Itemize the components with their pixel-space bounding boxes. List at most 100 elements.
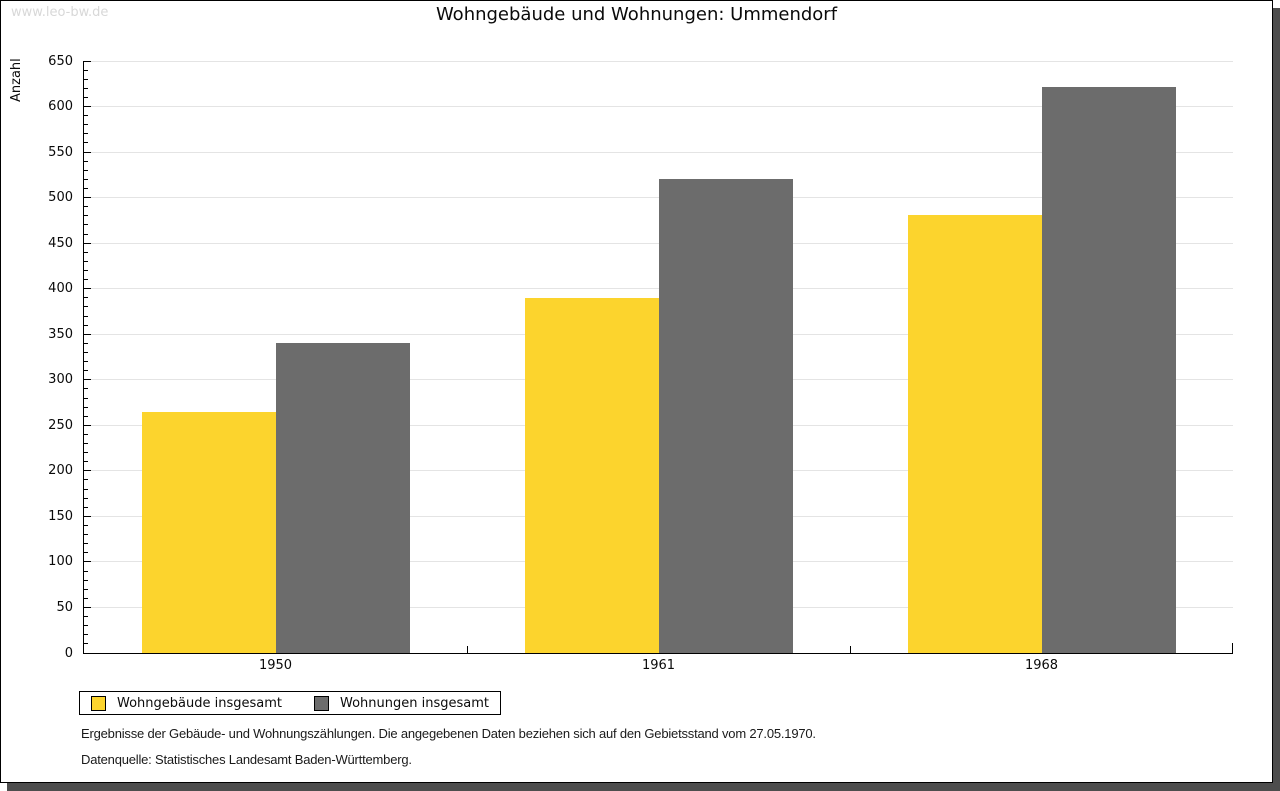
y-minor-tick <box>84 279 88 281</box>
legend-swatch-wohngebaeude <box>91 695 106 711</box>
y-minor-tick <box>84 69 88 71</box>
x-category-label-1950: 1950 <box>258 658 293 673</box>
y-minor-tick <box>84 406 88 408</box>
y-minor-tick <box>84 96 88 98</box>
bar-1968-series0 <box>907 214 1042 653</box>
y-minor-tick <box>84 370 88 372</box>
y-minor-tick <box>84 488 88 490</box>
y-major-tick-300 <box>84 379 91 381</box>
y-major-tick-200 <box>84 470 91 472</box>
legend: Wohngebäude insgesamt Wohnungen insgesam… <box>79 691 501 715</box>
y-axis-title: Anzahl <box>9 58 24 102</box>
y-minor-tick <box>84 306 88 308</box>
y-minor-tick <box>84 297 88 299</box>
y-minor-tick <box>84 224 88 226</box>
y-tick-label-300: 300 <box>48 372 73 388</box>
legend-item-wohnungen: Wohnungen insgesamt <box>314 695 489 711</box>
y-minor-tick <box>84 479 88 481</box>
y-major-tick-350 <box>84 333 91 335</box>
y-minor-tick <box>84 506 88 508</box>
x-category-label-1961: 1961 <box>641 658 676 673</box>
y-minor-tick <box>84 570 88 572</box>
watermark: www.leo-bw.de <box>11 5 109 20</box>
bar-1950-series1 <box>275 343 410 653</box>
bar-1961-series1 <box>658 179 793 653</box>
y-minor-tick <box>84 142 88 144</box>
y-minor-tick <box>84 215 88 217</box>
y-minor-tick <box>84 497 88 499</box>
y-major-tick-600 <box>84 106 91 108</box>
y-minor-tick <box>84 188 88 190</box>
y-minor-tick <box>84 433 88 435</box>
y-minor-tick <box>84 588 88 590</box>
legend-label-wohngebaeude: Wohngebäude insgesamt <box>117 695 282 711</box>
y-major-tick-400 <box>84 288 91 290</box>
y-minor-tick <box>84 543 88 545</box>
legend-swatch-wohnungen <box>314 695 329 711</box>
y-minor-tick <box>84 206 88 208</box>
y-tick-label-0: 0 <box>64 645 73 661</box>
y-minor-tick <box>84 260 88 262</box>
y-major-tick-250 <box>84 424 91 426</box>
y-minor-tick <box>84 397 88 399</box>
y-minor-tick <box>84 443 88 445</box>
y-tick-label-200: 200 <box>48 463 73 479</box>
legend-item-wohngebaeude: Wohngebäude insgesamt <box>91 695 282 711</box>
footnote-gebietsstand: Ergebnisse der Gebäude- und Wohnungszähl… <box>81 726 816 741</box>
y-minor-tick <box>84 579 88 581</box>
gridline-650 <box>84 60 1233 62</box>
y-tick-label-150: 150 <box>48 508 73 524</box>
y-tick-label-50: 50 <box>56 599 73 615</box>
y-minor-tick <box>84 351 88 353</box>
y-minor-tick <box>84 87 88 89</box>
y-minor-tick <box>84 597 88 599</box>
y-major-tick-450 <box>84 242 91 244</box>
bar-1950-series0 <box>141 411 276 653</box>
y-tick-label-100: 100 <box>48 554 73 570</box>
y-major-tick-150 <box>84 515 91 517</box>
y-major-tick-650 <box>84 60 91 62</box>
chart-title: Wohngebäude und Wohnungen: Ummendorf <box>435 4 838 25</box>
x-boundary-tick-2 <box>850 646 851 653</box>
y-tick-label-650: 650 <box>48 53 73 69</box>
y-minor-tick <box>84 616 88 618</box>
y-minor-tick <box>84 115 88 117</box>
y-minor-tick <box>84 251 88 253</box>
y-minor-tick <box>84 324 88 326</box>
y-minor-tick <box>84 625 88 627</box>
gridline-600 <box>84 106 1233 108</box>
y-minor-tick <box>84 643 88 645</box>
y-tick-label-250: 250 <box>48 417 73 433</box>
y-minor-tick <box>84 361 88 363</box>
y-minor-tick <box>84 78 88 80</box>
x-axis-end-tick <box>1232 643 1233 653</box>
y-minor-tick <box>84 233 88 235</box>
y-major-tick-500 <box>84 197 91 199</box>
y-minor-tick <box>84 634 88 636</box>
y-minor-tick <box>84 269 88 271</box>
y-minor-tick <box>84 160 88 162</box>
y-major-tick-100 <box>84 561 91 563</box>
y-tick-label-350: 350 <box>48 326 73 342</box>
x-boundary-tick-1 <box>467 646 468 653</box>
y-major-tick-550 <box>84 151 91 153</box>
legend-label-wohnungen: Wohnungen insgesamt <box>340 695 489 711</box>
y-minor-tick <box>84 461 88 463</box>
y-minor-tick <box>84 124 88 126</box>
y-tick-label-500: 500 <box>48 190 73 206</box>
y-minor-tick <box>84 452 88 454</box>
gridline-550 <box>84 151 1233 153</box>
y-minor-tick <box>84 133 88 135</box>
y-minor-tick <box>84 525 88 526</box>
x-category-label-1968: 1968 <box>1024 658 1059 673</box>
y-minor-tick <box>84 178 88 180</box>
y-minor-tick <box>84 169 88 171</box>
plot-area: 0 50 100 150 200 250 300 350 400 450 500 550 600 650 1… <box>48 55 1233 673</box>
y-tick-label-550: 550 <box>48 144 73 160</box>
y-tick-label-450: 450 <box>48 235 73 251</box>
y-major-tick-0 <box>84 652 91 654</box>
y-minor-tick <box>84 315 88 317</box>
y-minor-tick <box>84 388 88 390</box>
y-tick-label-600: 600 <box>48 99 73 115</box>
